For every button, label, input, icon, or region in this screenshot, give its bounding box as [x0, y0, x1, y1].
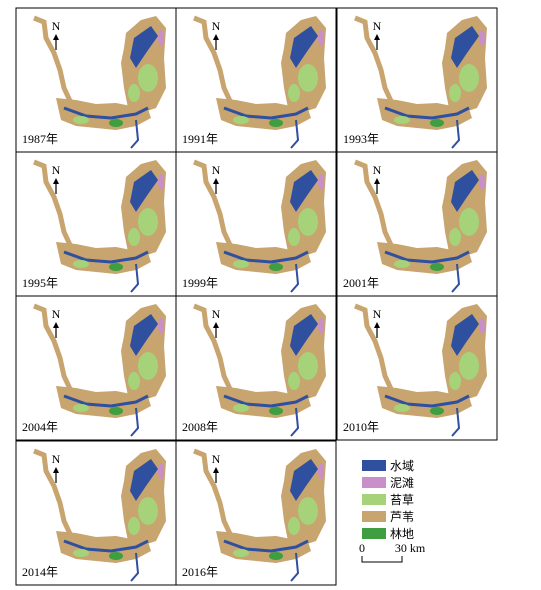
year-label: 2008年: [182, 420, 218, 434]
panel-border: [336, 295, 498, 441]
north-label: N: [373, 163, 382, 177]
map: [194, 449, 326, 581]
map: [34, 304, 166, 436]
year-label: 1999年: [182, 276, 218, 290]
legend-label: 泥滩: [390, 476, 414, 490]
year-label: 1987年: [22, 132, 58, 146]
map: [355, 304, 487, 436]
map: [34, 449, 166, 581]
map: [355, 16, 487, 148]
north-label: N: [212, 163, 221, 177]
north-arrowhead: [213, 467, 219, 473]
legend-swatch: [362, 477, 386, 488]
year-label: 2014年: [22, 565, 58, 579]
year-label: 1995年: [22, 276, 58, 290]
north-label: N: [52, 19, 61, 33]
north-arrowhead: [53, 34, 59, 40]
legend-swatch: [362, 460, 386, 471]
north-label: N: [212, 452, 221, 466]
year-label: 2010年: [343, 420, 379, 434]
panel-border: [175, 440, 337, 586]
legend-swatch: [362, 494, 386, 505]
north-arrowhead: [374, 178, 380, 184]
north-arrowhead: [213, 178, 219, 184]
north-arrowhead: [53, 322, 59, 328]
north-label: N: [52, 163, 61, 177]
legend-label: 苔草: [390, 493, 414, 507]
north-label: N: [212, 307, 221, 321]
map: [355, 160, 487, 292]
north-label: N: [52, 452, 61, 466]
legend-label: 林地: [390, 527, 414, 541]
north-arrowhead: [53, 467, 59, 473]
map: [194, 304, 326, 436]
year-label: 2001年: [343, 276, 379, 290]
legend-swatch: [362, 528, 386, 539]
legend-swatch: [362, 511, 386, 522]
scale-end: 30 km: [395, 541, 426, 555]
scale-bar: [361, 556, 403, 563]
year-label: 2004年: [22, 420, 58, 434]
north-arrowhead: [213, 34, 219, 40]
year-label: 2016年: [182, 565, 218, 579]
map: [34, 16, 166, 148]
north-label: N: [373, 307, 382, 321]
map: [34, 160, 166, 292]
year-label: 1991年: [182, 132, 218, 146]
map: [194, 160, 326, 292]
north-label: N: [212, 19, 221, 33]
north-arrowhead: [374, 34, 380, 40]
year-label: 1993年: [343, 132, 379, 146]
north-arrowhead: [53, 178, 59, 184]
north-label: N: [373, 19, 382, 33]
north-arrowhead: [374, 322, 380, 328]
legend-label: 水域: [390, 459, 414, 473]
north-arrowhead: [213, 322, 219, 328]
panel-border: [175, 295, 337, 441]
scale-start: 0: [359, 541, 365, 555]
map: [194, 16, 326, 148]
north-label: N: [52, 307, 61, 321]
legend-label: 芦苇: [390, 510, 414, 524]
